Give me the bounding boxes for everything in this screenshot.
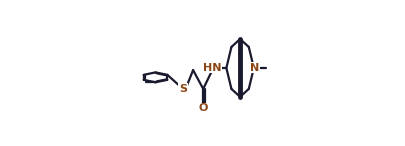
Text: S: S [179, 84, 187, 94]
Text: O: O [198, 103, 208, 113]
Text: HN: HN [203, 63, 222, 73]
Text: N: N [250, 63, 259, 73]
